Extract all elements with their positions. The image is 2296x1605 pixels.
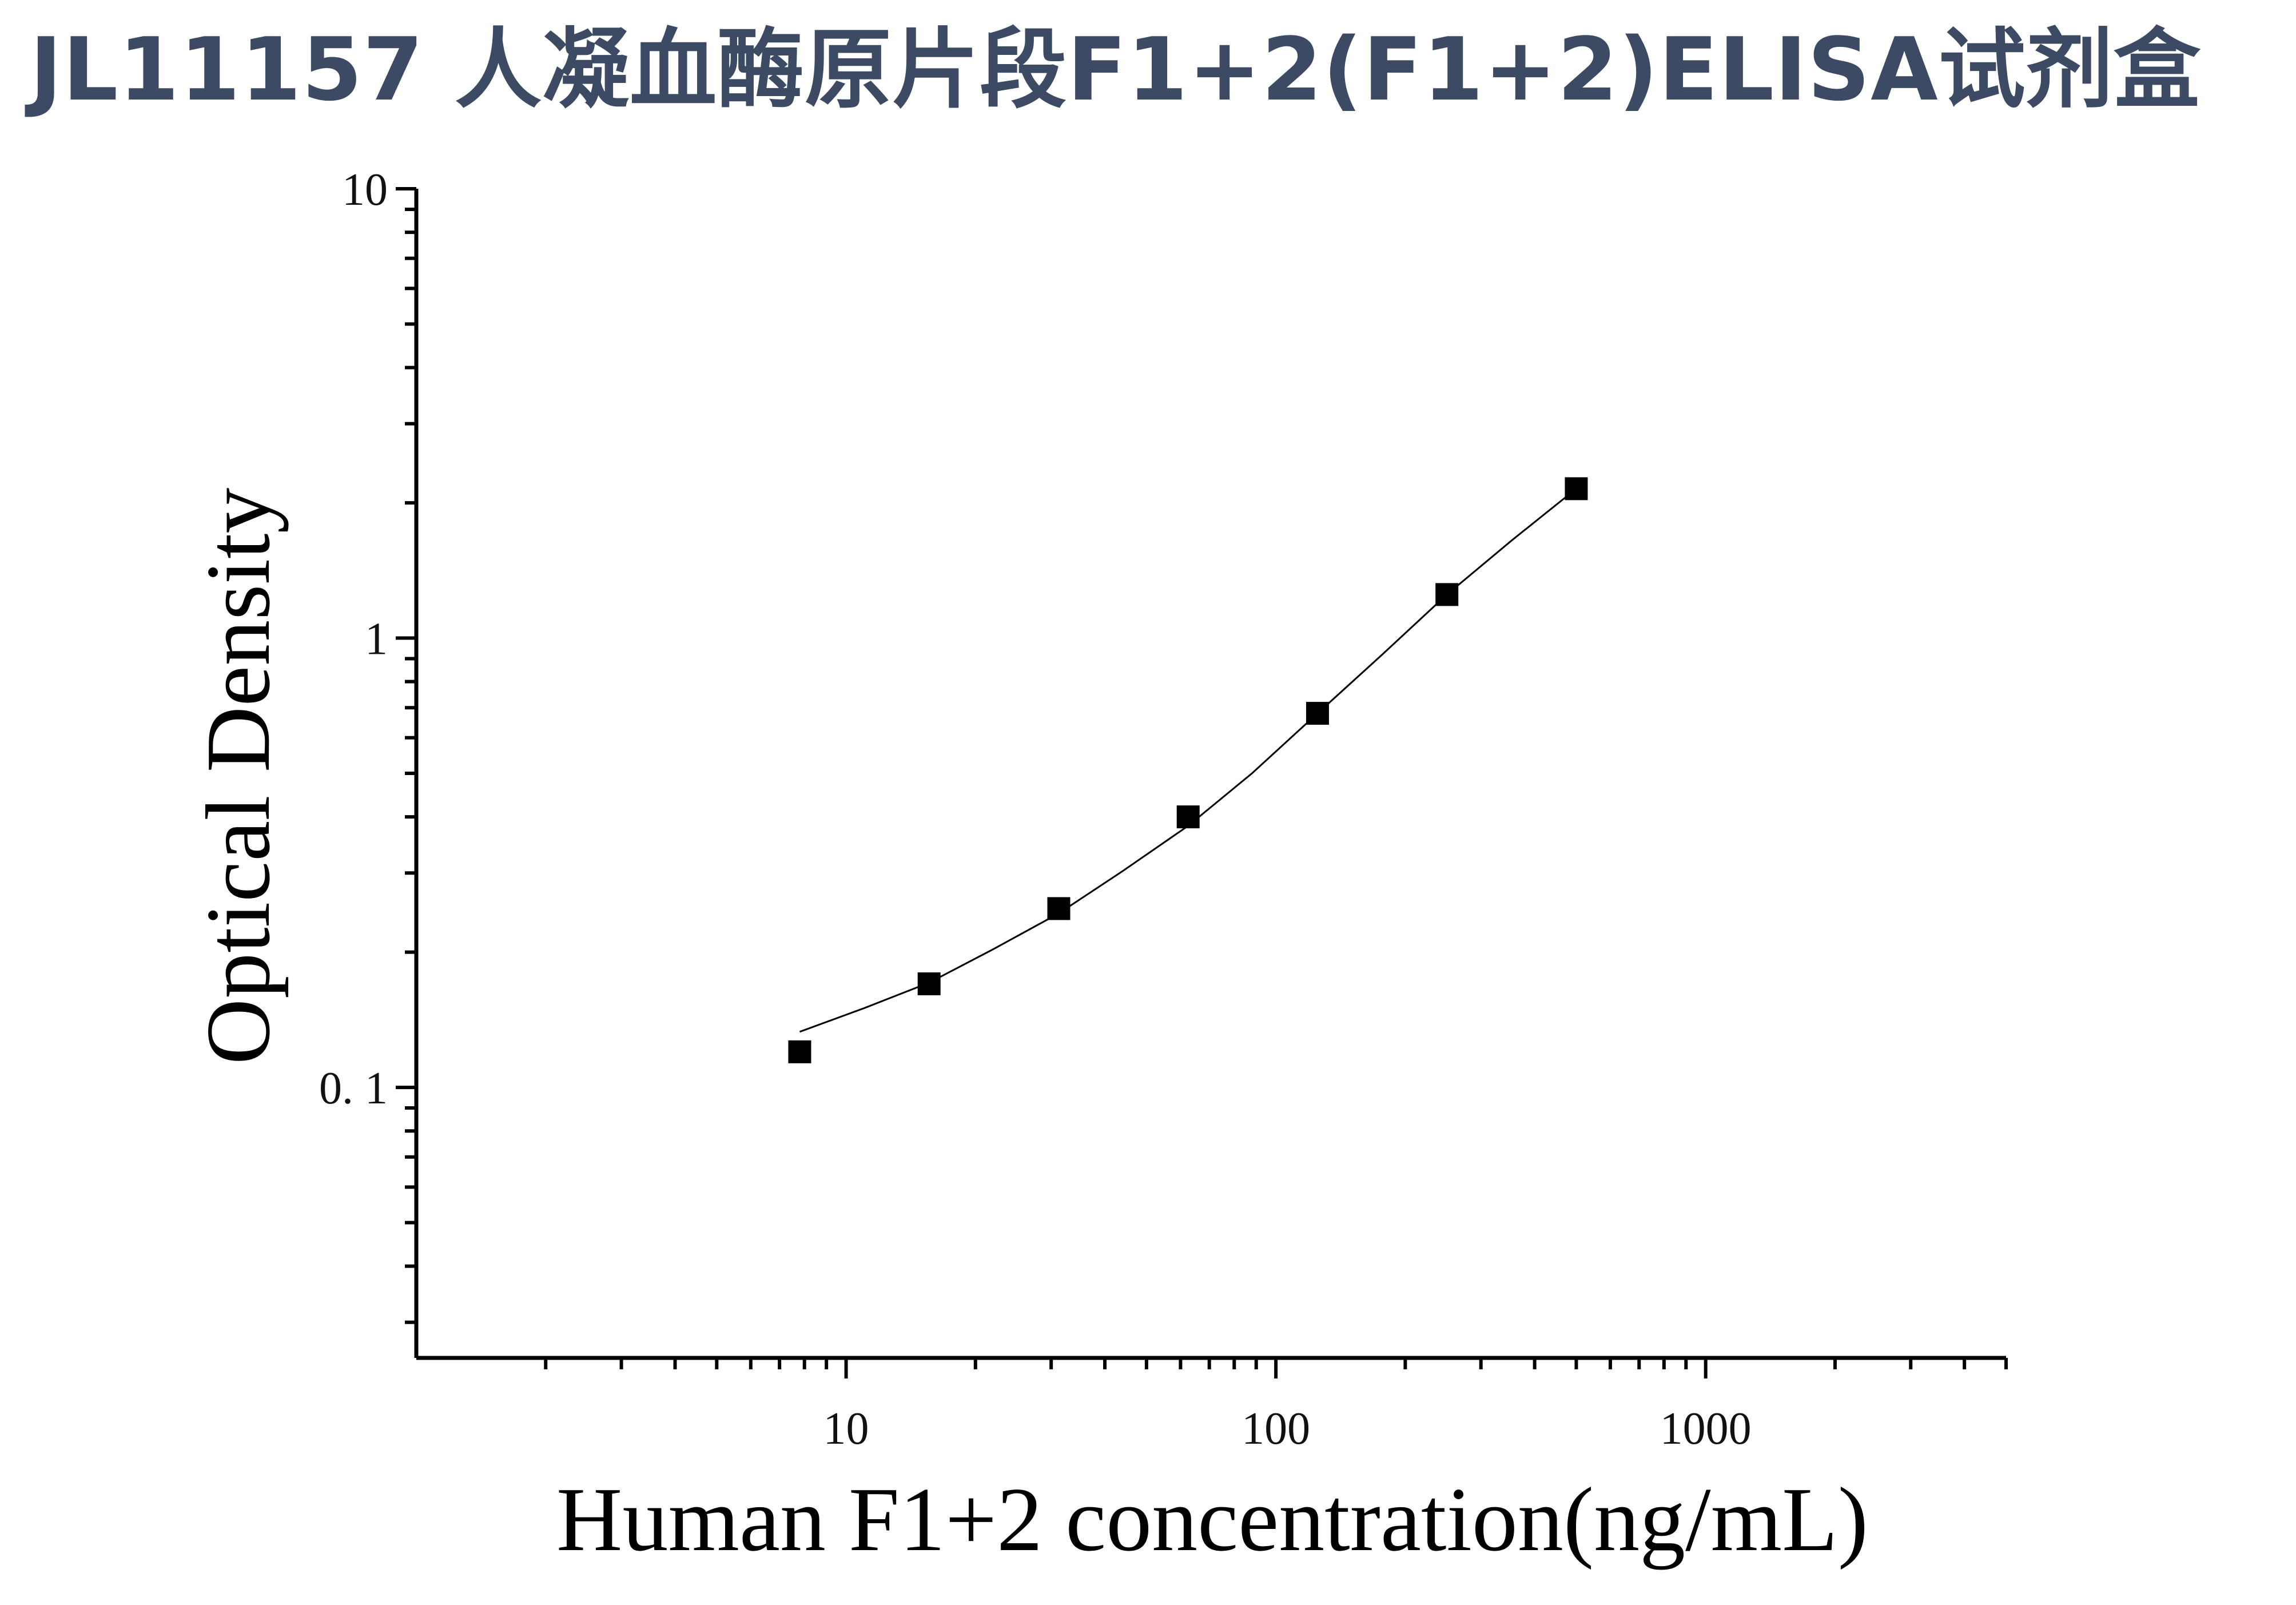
chart-axes bbox=[396, 187, 2008, 1378]
data-point bbox=[1047, 897, 1071, 920]
data-point bbox=[917, 972, 941, 996]
y-axis-title: Optical Density bbox=[187, 488, 289, 1065]
x-tick-label: 1000 bbox=[1660, 1404, 1752, 1454]
fit-curve-line bbox=[799, 488, 1577, 1033]
page-title: JL11157 人凝血酶原片段F1+2(F1+2)ELISA试剂盒 bbox=[30, 19, 2201, 120]
x-tick-label: 100 bbox=[1241, 1404, 1310, 1454]
tick-labels-layer: 10 100 1000 10 1 0. 1 bbox=[319, 165, 1752, 1454]
x-tick-label: 10 bbox=[823, 1404, 869, 1454]
data-point bbox=[1565, 477, 1588, 500]
y-tick-label: 10 bbox=[342, 165, 388, 215]
data-point bbox=[1435, 583, 1459, 606]
fit-curve-layer bbox=[799, 488, 1577, 1033]
data-point bbox=[1306, 702, 1329, 725]
data-point bbox=[788, 1040, 811, 1063]
data-point bbox=[1176, 805, 1200, 829]
y-tick-label: 1 bbox=[365, 614, 388, 665]
x-axis-title: Human F1+2 concentration(ng/mL) bbox=[556, 1468, 1868, 1570]
data-points-layer bbox=[788, 477, 1588, 1063]
y-tick-label: 0. 1 bbox=[319, 1063, 388, 1114]
